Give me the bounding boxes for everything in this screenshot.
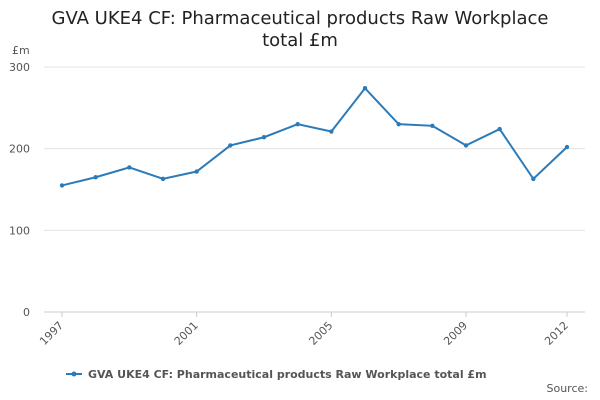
x-tick-label: 1997 bbox=[37, 319, 66, 348]
point bbox=[362, 86, 368, 91]
point bbox=[160, 176, 166, 182]
point bbox=[430, 123, 435, 128]
point bbox=[93, 175, 98, 180]
y-tick-label: 0 bbox=[23, 306, 30, 319]
x-tick-label: 2012 bbox=[542, 319, 571, 348]
point bbox=[463, 143, 469, 148]
point bbox=[127, 165, 132, 170]
y-tick-label: 100 bbox=[9, 224, 30, 237]
line bbox=[61, 86, 568, 187]
x-tick-label: 2005 bbox=[306, 319, 335, 348]
y-unit: £m bbox=[12, 44, 30, 57]
point bbox=[564, 144, 570, 150]
x-tick-label: 2001 bbox=[172, 319, 201, 348]
point bbox=[531, 176, 536, 182]
point bbox=[261, 135, 267, 140]
chart-title: GVA UKE4 CF: Pharmaceutical products Raw… bbox=[51, 8, 549, 51]
legend-marker bbox=[71, 371, 77, 377]
point bbox=[497, 126, 502, 132]
point bbox=[59, 183, 65, 188]
point bbox=[295, 121, 300, 127]
point bbox=[228, 143, 233, 148]
point bbox=[329, 129, 334, 134]
point bbox=[396, 121, 401, 127]
y-tick-label: 300 bbox=[9, 61, 30, 74]
source: Source: bbox=[547, 382, 589, 395]
x-tick-label: 2009 bbox=[441, 319, 470, 348]
legend-label: GVA UKE4 CF: Pharmaceutical products Raw… bbox=[88, 368, 487, 381]
point bbox=[194, 169, 199, 174]
y-tick-label: 200 bbox=[9, 143, 30, 156]
